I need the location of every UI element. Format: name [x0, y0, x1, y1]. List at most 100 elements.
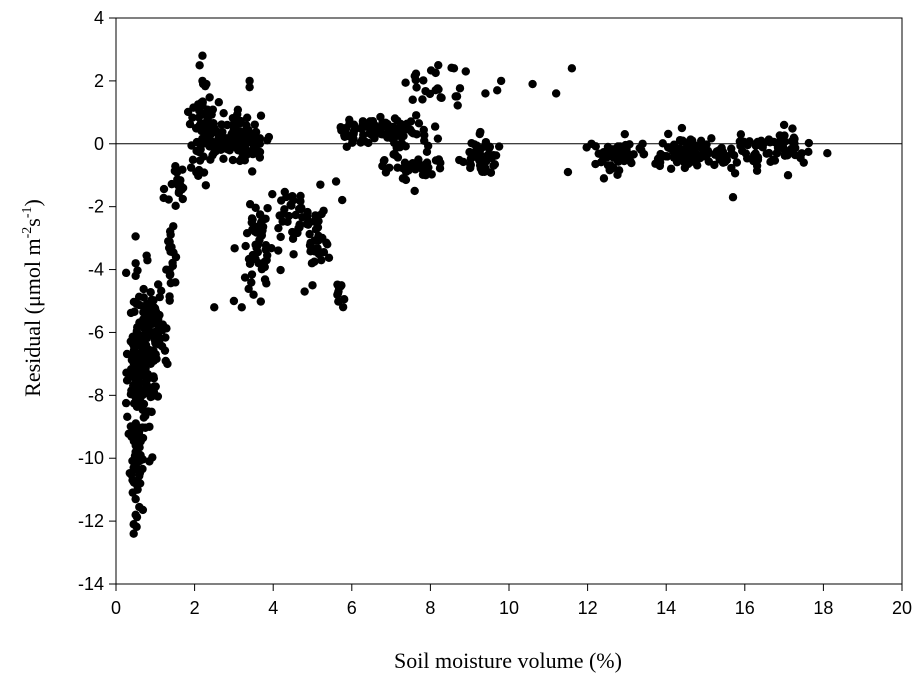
data-point — [426, 66, 436, 75]
data-point — [138, 433, 148, 443]
data-point — [130, 331, 139, 341]
data-point — [421, 86, 430, 96]
data-point — [603, 161, 613, 170]
data-point — [494, 142, 504, 151]
data-point — [411, 111, 421, 120]
data-point — [804, 147, 813, 157]
data-point — [171, 278, 180, 287]
data-point — [142, 333, 152, 343]
data-point — [279, 209, 288, 218]
data-point — [455, 84, 465, 93]
data-point — [453, 101, 462, 110]
data-point — [208, 105, 218, 114]
data-point — [237, 154, 247, 163]
data-point — [153, 392, 163, 401]
data-point — [775, 131, 785, 140]
data-point — [251, 203, 260, 213]
data-point — [340, 295, 349, 304]
y-tick-label: -6 — [88, 322, 104, 342]
data-point — [735, 137, 745, 146]
data-point — [324, 253, 334, 262]
data-point — [459, 157, 468, 167]
y-axis-title: Residual (μmol m-2s-1) — [20, 199, 45, 397]
data-point — [789, 133, 799, 142]
data-point — [319, 247, 329, 257]
data-point — [489, 161, 498, 170]
data-point — [162, 265, 171, 274]
data-point — [286, 200, 295, 209]
data-point — [679, 149, 689, 159]
data-point — [664, 129, 673, 139]
x-tick-label: 4 — [268, 598, 278, 618]
data-point — [192, 146, 201, 156]
data-point — [165, 292, 174, 301]
data-point — [414, 119, 424, 128]
data-point — [298, 213, 307, 222]
data-point — [420, 131, 429, 140]
data-point — [687, 138, 696, 148]
data-point — [130, 307, 139, 316]
data-point — [431, 156, 441, 165]
data-point — [211, 147, 220, 156]
data-point — [276, 232, 285, 242]
data-point — [418, 95, 427, 104]
data-point — [161, 356, 170, 366]
data-point — [188, 113, 197, 122]
data-point — [669, 140, 679, 149]
data-point — [171, 252, 181, 262]
axes: 0 2 4 6 8 10 12 14 16 18 20 -14 -12 -10 -8 -6 -4 -2 0 2 4 — [78, 8, 912, 618]
data-point — [256, 111, 266, 120]
data-point — [274, 223, 283, 233]
data-point — [134, 338, 143, 348]
data-point — [400, 158, 410, 167]
data-point — [480, 167, 489, 176]
data-point — [466, 163, 475, 173]
x-tick-label: 10 — [499, 598, 519, 618]
data-point — [316, 180, 325, 189]
data-point — [142, 251, 151, 260]
data-point — [422, 159, 432, 168]
data-point — [409, 161, 418, 171]
data-point — [461, 67, 470, 76]
data-point — [485, 142, 495, 151]
data-point — [779, 144, 788, 153]
data-point — [277, 196, 286, 205]
data-point — [240, 273, 250, 282]
data-point — [308, 281, 317, 290]
data-point — [129, 463, 138, 472]
data-point — [788, 124, 797, 133]
data-point — [198, 51, 207, 60]
y-tick-label: -4 — [88, 260, 104, 280]
data-point — [293, 228, 302, 238]
y-tick-label: -12 — [78, 511, 104, 531]
data-point — [242, 121, 251, 130]
data-point — [136, 357, 145, 367]
data-point — [486, 168, 496, 177]
x-axis-title: Soil moisture volume (%) — [394, 648, 622, 673]
data-point — [799, 158, 808, 167]
data-point — [143, 354, 152, 364]
data-point — [223, 144, 232, 154]
data-point — [563, 167, 573, 177]
data-point — [131, 510, 140, 520]
data-point — [247, 270, 257, 279]
data-point — [391, 151, 400, 160]
data-point — [599, 174, 609, 183]
data-point — [736, 130, 746, 139]
data-point — [201, 110, 210, 120]
data-point — [153, 311, 162, 320]
data-point — [368, 117, 378, 126]
data-point — [288, 234, 298, 243]
data-point — [168, 261, 178, 271]
data-point — [210, 124, 219, 133]
data-point — [727, 144, 736, 153]
data-point — [358, 117, 368, 126]
data-point — [567, 64, 577, 73]
data-point — [149, 296, 158, 305]
data-point — [766, 157, 775, 167]
x-tick-label: 6 — [347, 598, 357, 618]
data-point — [173, 175, 182, 184]
data-point — [300, 287, 309, 296]
data-point — [244, 284, 253, 294]
